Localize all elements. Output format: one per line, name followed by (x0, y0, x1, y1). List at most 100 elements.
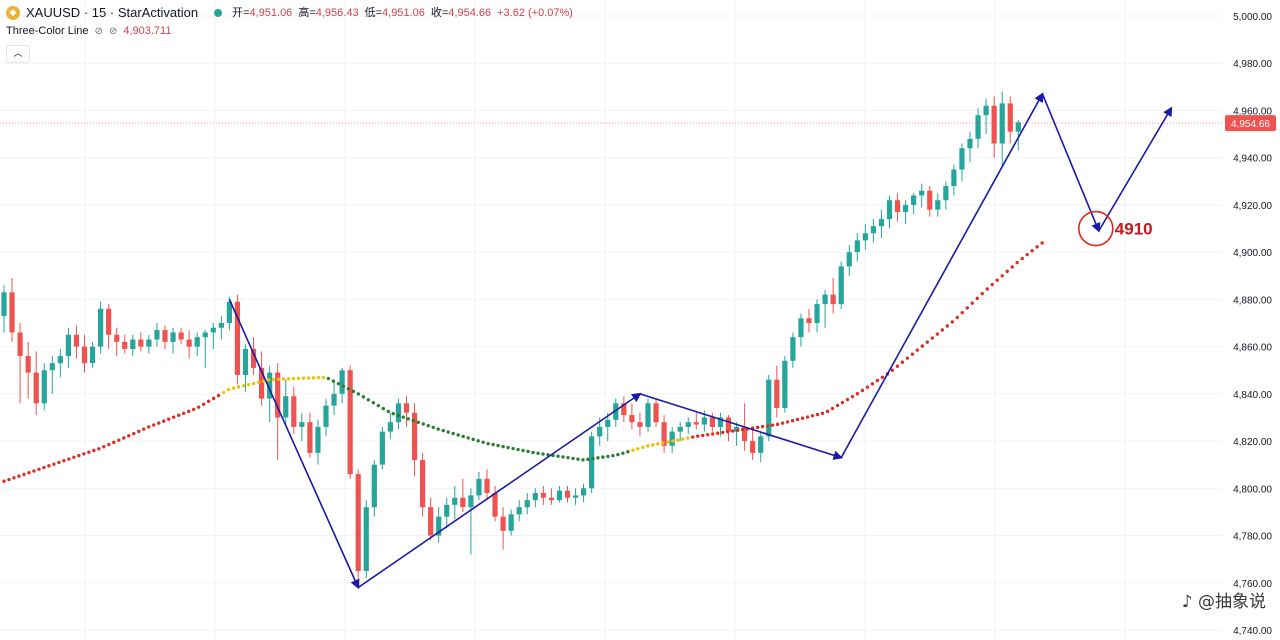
ma-dot (561, 455, 565, 459)
indicator-legend[interactable]: Three-Color Line ⊘ ⊘ 4,903.711 (6, 25, 171, 37)
candle-body (613, 403, 619, 420)
candle-body (935, 200, 941, 210)
ma-dot (860, 388, 865, 393)
price-tick-label: 4,760.00 (1233, 579, 1272, 590)
ma-dot (62, 459, 66, 463)
ma-dot (451, 431, 455, 436)
symbol-title[interactable]: XAUUSD · 15 · StarActivation (26, 4, 198, 22)
ma-dot (511, 446, 515, 451)
wave-drawing (228, 92, 1173, 590)
candle-body (870, 226, 876, 234)
candle-body (919, 190, 925, 196)
ma-dot (945, 324, 949, 328)
ma-dot (421, 422, 425, 426)
ma-dot (521, 448, 525, 453)
ma-dot (790, 418, 795, 423)
candle-body (661, 422, 667, 446)
candle-body (524, 500, 530, 508)
candle-body (98, 308, 104, 347)
candle-body (194, 337, 200, 347)
ma-dot (810, 414, 815, 418)
ma-dot (406, 417, 410, 421)
ma-dot (795, 417, 800, 422)
indicator-name[interactable]: Three-Color Line (6, 25, 89, 37)
ma-dot (865, 385, 870, 389)
ma-dot (591, 456, 595, 461)
ma-dot (7, 477, 11, 482)
ma-dot (870, 382, 875, 386)
ma-dot (366, 398, 371, 402)
candle-body (73, 334, 80, 347)
candle-body (468, 495, 474, 508)
ma-dot (331, 379, 336, 383)
wave-segment (1098, 106, 1173, 232)
candle-body (637, 422, 643, 427)
ma-dot (506, 445, 510, 450)
ma-dot (965, 306, 969, 310)
ma-dot (1035, 245, 1039, 249)
ma-dot (87, 450, 91, 454)
ma-dot (351, 389, 356, 394)
ma-dot (37, 467, 41, 471)
ma-dot (990, 282, 994, 287)
ma-dot (970, 301, 974, 305)
ma-dot (671, 439, 675, 443)
settings-icon[interactable]: ⊘ (108, 25, 118, 37)
ma-dot (980, 291, 984, 296)
sep-2: · (109, 5, 115, 20)
ma-dot (171, 415, 176, 419)
ma-dot (880, 375, 885, 379)
ma-dot (516, 447, 520, 452)
ma-dot (426, 423, 430, 428)
candle-body (999, 103, 1005, 144)
candle-body (911, 195, 917, 205)
ma-dot (875, 378, 880, 383)
candle-body (589, 436, 595, 489)
ma-dot (326, 376, 331, 381)
ma-dot (681, 437, 685, 441)
candle-body (484, 478, 490, 494)
candle-body (379, 431, 385, 465)
ma-dot (1005, 269, 1009, 274)
price-tick-label: 4,820.00 (1233, 437, 1272, 448)
price-axis[interactable]: 4,740.00 4,760.00 4,780.00 4,800.00 4,820.00… (1225, 12, 1276, 637)
ma-dot (656, 442, 660, 446)
ma-dot (301, 376, 306, 380)
candle-body (89, 346, 96, 364)
ma-dot (636, 447, 640, 451)
ma-dot (611, 453, 615, 458)
ma-dot (541, 452, 545, 456)
candle-body (572, 495, 579, 498)
candle-body (267, 372, 273, 399)
candle-body (943, 186, 949, 201)
ma-dot (211, 396, 216, 401)
ma-dot (216, 393, 221, 398)
ma-dot (960, 310, 964, 315)
ma-dot (775, 422, 780, 427)
eye-off-icon[interactable]: ⊘ (94, 25, 103, 37)
ma-dot (341, 384, 346, 388)
candle-body (259, 367, 265, 399)
candle-body (242, 348, 249, 375)
ma-dot (231, 386, 236, 390)
price-tick-label: 4,920.00 (1233, 201, 1272, 212)
candle-body (548, 497, 554, 501)
ma-dot (391, 412, 395, 416)
ma-dot (411, 418, 415, 423)
open-value: 4,951.06 (249, 7, 293, 19)
ma-dot (381, 406, 386, 411)
ma-dot (491, 442, 495, 447)
change-value: +3.62 (+0.07%) (497, 7, 573, 19)
ma-dot (416, 420, 420, 424)
candlestick-series (1, 91, 1021, 588)
ma-dot (311, 376, 316, 380)
ma-dot (915, 348, 920, 352)
price-tick-label: 4,860.00 (1233, 343, 1272, 354)
candle-body (315, 426, 321, 453)
candle-body (9, 292, 15, 333)
candle-body (33, 372, 39, 404)
ma-dot (1000, 274, 1004, 278)
ma-dot (975, 296, 979, 301)
collapse-legend-button[interactable]: ︿ (6, 45, 30, 63)
